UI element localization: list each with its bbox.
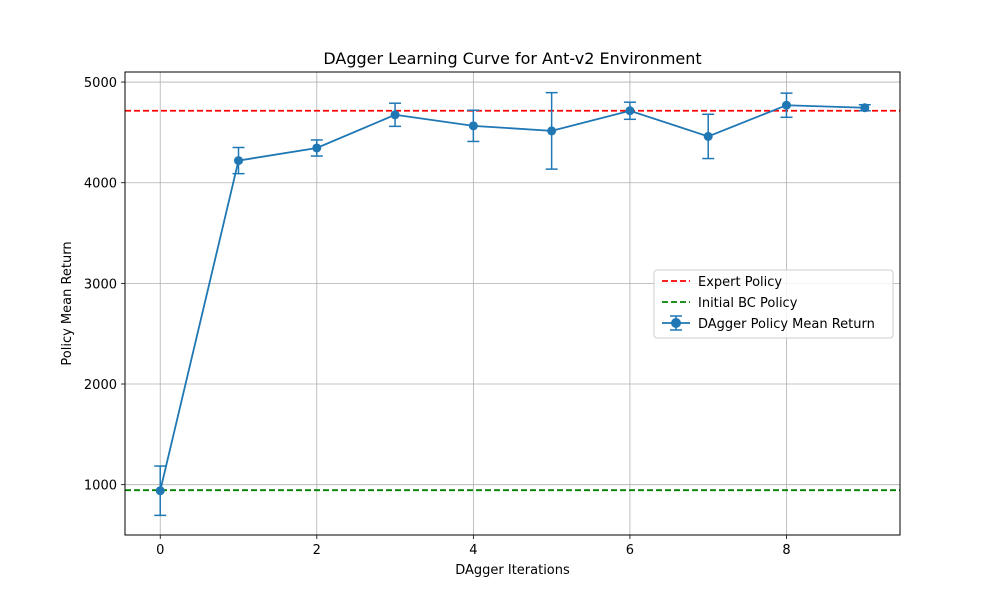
x-tick-label: 0 — [156, 543, 164, 558]
y-tick-label: 2000 — [84, 378, 117, 393]
legend: Expert Policy Initial BC Policy DAgger P… — [653, 269, 894, 339]
data-point — [155, 486, 165, 496]
y-tick-label: 3000 — [84, 277, 117, 292]
x-tick-label: 2 — [313, 543, 321, 558]
y-axis-label: Policy Mean Return — [60, 241, 75, 365]
data-point — [234, 156, 244, 166]
data-point — [390, 110, 400, 120]
series — [154, 91, 871, 517]
legend-swatch-dagger — [662, 315, 690, 331]
x-tick-label: 6 — [626, 543, 634, 558]
legend-label-dagger: DAgger Policy Mean Return — [698, 317, 875, 332]
data-point — [781, 100, 791, 110]
reference-lines — [125, 109, 900, 492]
chart-title: DAgger Learning Curve for Ant-v2 Environ… — [323, 49, 701, 68]
x-axis-label: DAgger Iterations — [455, 563, 570, 578]
series-line — [159, 104, 865, 491]
data-point — [312, 143, 322, 153]
data-point — [547, 126, 557, 136]
legend-box — [653, 269, 894, 339]
plot-frame — [124, 71, 901, 536]
x-tick-label: 8 — [782, 543, 790, 558]
data-point — [860, 103, 870, 113]
legend-label-expert: Expert Policy — [698, 275, 782, 290]
x-tick-label: 4 — [469, 543, 477, 558]
y-tick-label: 4000 — [84, 177, 117, 192]
y-tick-label: 1000 — [84, 479, 117, 494]
legend-label-initial-bc: Initial BC Policy — [698, 296, 798, 311]
data-point — [703, 131, 713, 141]
data-point — [468, 121, 478, 131]
ticks: 0 2 4 6 8 1000 2000 3000 4000 5000 — [84, 76, 791, 558]
data-point — [625, 106, 635, 116]
y-tick-label: 5000 — [84, 76, 117, 91]
